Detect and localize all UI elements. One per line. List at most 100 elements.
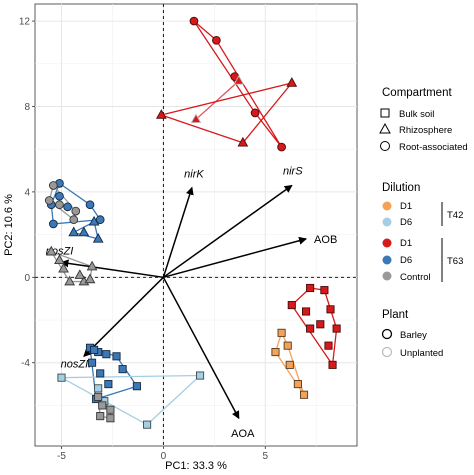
legend-unplanted-icon: [381, 346, 393, 358]
point-triangle: [74, 269, 86, 279]
point-circle: [48, 219, 58, 229]
point-square: [302, 307, 311, 316]
loading-label: nosZII: [61, 358, 92, 370]
point-triangle: [68, 226, 80, 237]
point-circle: [212, 35, 221, 45]
x-axis-title: PC1: 33.3 %: [165, 460, 227, 472]
point-square: [320, 286, 329, 295]
legend-plant-item: Barley: [400, 330, 427, 341]
legend-dilution-title: Dilution: [382, 182, 420, 194]
x-tick-label: 0: [161, 451, 167, 462]
point-square: [88, 358, 97, 367]
y-tick-label: 4: [24, 187, 30, 198]
point-square: [106, 405, 115, 414]
point-triangle: [155, 109, 167, 119]
point-square: [285, 360, 294, 369]
point-square: [271, 347, 280, 357]
legend-dilution-item: Control: [400, 272, 431, 283]
point-square: [277, 328, 286, 337]
point-circle: [277, 142, 286, 152]
y-tick-label: 0: [24, 273, 30, 284]
point-circle: [55, 200, 64, 210]
legend-bracket-t63-label: T63: [447, 256, 463, 267]
point-square: [283, 341, 292, 350]
legend-swatch-control: [382, 271, 392, 281]
point-square: [98, 401, 107, 410]
point-square: [196, 371, 205, 380]
legend-dilution-item: D1: [400, 238, 412, 249]
point-square: [287, 301, 296, 310]
legend-swatch-t42-d6: [382, 217, 392, 227]
legend-dilution-item: D6: [400, 255, 412, 266]
legend-compartment-title: Compartment: [382, 87, 452, 99]
point-square: [90, 345, 99, 354]
point-circle: [63, 202, 72, 212]
legend-compartment-item: Bulk soil: [399, 109, 434, 120]
legend-swatch-t63-d6: [382, 255, 392, 265]
point-triangle: [233, 74, 245, 85]
y-tick-label: 12: [19, 17, 31, 28]
point-triangle: [84, 273, 96, 284]
point-square: [96, 369, 105, 378]
point-square: [57, 373, 66, 382]
point-triangle: [78, 226, 90, 237]
legend-swatch-t63-d1: [382, 238, 392, 248]
legend-compartment-item: Root-associated: [399, 142, 468, 153]
legend-plant-title: Plant: [382, 309, 409, 321]
legend-dilution: Dilution D1 D6 T42 D1 D6 Control T63: [382, 182, 463, 283]
loading-arrow: [163, 236, 308, 279]
point-square: [293, 380, 302, 389]
point-triangle: [92, 232, 104, 243]
legend-bracket-t42-label: T42: [447, 210, 463, 221]
point-square: [96, 412, 105, 421]
y-tick-label: 8: [24, 102, 30, 113]
point-square: [324, 341, 333, 350]
y-tick-label: -4: [21, 358, 30, 369]
point-square: [299, 390, 309, 399]
point-square: [332, 324, 341, 333]
point-square: [104, 380, 113, 389]
point-square: [328, 360, 337, 369]
legend-circle-icon: [380, 141, 390, 151]
point-square: [102, 350, 111, 359]
point-circle: [250, 108, 260, 118]
loading-arrow: [162, 186, 194, 278]
legend-square-icon: [380, 108, 390, 118]
loading-label: nirS: [283, 165, 303, 177]
point-square: [94, 392, 103, 401]
loading-arrow: [60, 259, 164, 279]
point-square: [118, 365, 127, 374]
loading-label: AOA: [231, 428, 255, 440]
point-triangle: [237, 136, 249, 147]
point-circle: [189, 16, 199, 26]
point-triangle: [45, 245, 57, 256]
point-triangle: [64, 275, 76, 286]
loading-arrow: [162, 276, 240, 420]
group-hull: [160, 82, 293, 144]
point-circle: [69, 215, 79, 225]
legend-triangle-icon: [379, 122, 391, 134]
point-circle: [48, 181, 58, 190]
point-square: [306, 283, 315, 293]
x-tick-label: -5: [57, 451, 66, 462]
legend-compartment-item: Rhizosphere: [399, 125, 452, 136]
point-square: [316, 320, 325, 329]
y-axis-title: PC2: 10.6 %: [3, 194, 15, 256]
point-triangle: [286, 77, 298, 87]
point-square: [112, 352, 121, 361]
data-points: [44, 16, 341, 429]
point-triangle: [86, 260, 98, 271]
point-circle: [55, 191, 64, 201]
x-tick-label: 5: [263, 451, 269, 462]
axes: -5 0 5 -4 0 4 8 12: [19, 17, 269, 462]
point-circle: [85, 200, 95, 210]
legend-plant: Plant Barley Unplanted: [381, 309, 443, 359]
point-circle: [95, 215, 105, 225]
point-square: [306, 324, 315, 333]
loading-label: AOB: [314, 234, 337, 246]
legend-barley-icon: [381, 328, 393, 340]
point-square: [143, 420, 152, 429]
legend-dilution-item: D1: [400, 201, 412, 212]
